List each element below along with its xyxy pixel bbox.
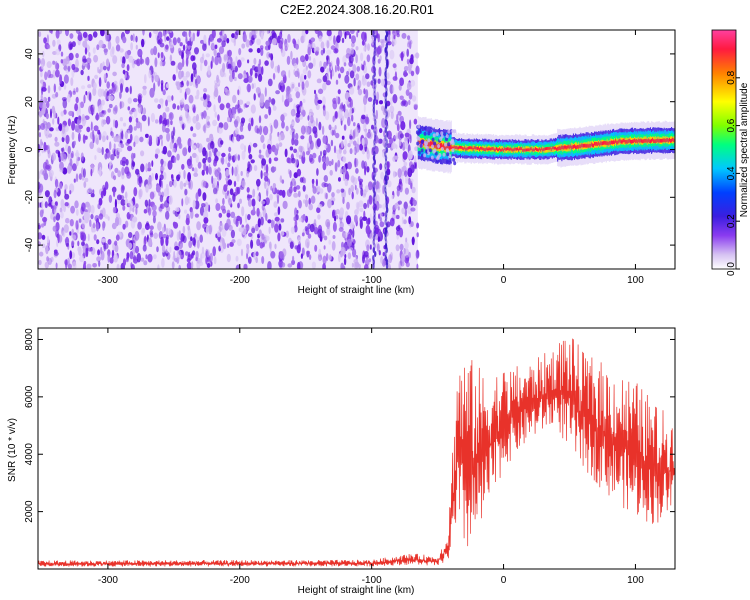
chart-title: C2E2.2024.308.16.20.R01 (280, 2, 434, 17)
colorbar: 0.0 0.2 0.4 0.6 0.8 Normalized spectral ampl… (711, 29, 750, 276)
colorbar-ticks: 0.0 0.2 0.4 0.6 0.8 (726, 70, 740, 276)
spectrogram-x-tick-label: -200 (230, 275, 250, 286)
spectrogram-x-tick-label: -300 (98, 275, 118, 286)
spectrogram-y-ticks: -40 -20 0 20 40 (24, 48, 675, 252)
spectrogram-ridge (415, 116, 675, 174)
spectrogram-y-tick-label: -20 (24, 190, 35, 205)
snr-x-tick-label: -100 (362, 575, 382, 586)
spectrogram-y-tick-label: 40 (24, 48, 35, 60)
spectrogram-y-tick-label: 20 (24, 96, 35, 108)
snr-y-tick-label: 2000 (24, 500, 35, 523)
snr-x-tick-label: -300 (98, 575, 118, 586)
spectrogram-y-axis-label: Frequency (Hz) (7, 116, 18, 185)
spectrogram-x-tick-label: -100 (362, 275, 382, 286)
spectrogram-x-tick-label: 0 (501, 275, 507, 286)
snr-x-tick-label: -200 (230, 575, 250, 586)
colorbar-tick-label: 0.4 (726, 166, 737, 180)
snr-y-ticks: 2000 4000 6000 8000 (24, 328, 675, 523)
snr-x-axis-label: Height of straight line (km) (298, 585, 415, 596)
snr-x-ticks: -300 -200 -100 0 100 (98, 328, 644, 586)
spectrogram-y-tick-label: 0 (24, 146, 35, 152)
snr-series-line (38, 338, 675, 567)
spectrogram-y-tick-label: -40 (24, 237, 35, 252)
colorbar-tick-label: 0.8 (726, 70, 737, 84)
colorbar-tick-label: 0.6 (726, 118, 737, 132)
colorbar-label: Normalized spectral amplitude (739, 82, 750, 217)
snr-y-tick-label: 8000 (24, 328, 35, 351)
snr-x-tick-label: 0 (501, 575, 507, 586)
colorbar-tick-label: 0.2 (726, 214, 737, 228)
spectrogram-x-ticks: -300 -200 -100 0 100 (98, 30, 644, 286)
colorbar-tick-label: 0.0 (726, 262, 737, 276)
snr-panel: -300 -200 -100 0 100 2000 4000 6000 8000 Height… (7, 327, 676, 596)
snr-x-tick-label: 100 (627, 575, 644, 586)
spectrogram-noise-field (38, 30, 420, 269)
spectrogram-x-tick-label: 100 (627, 275, 644, 286)
snr-y-tick-label: 4000 (24, 443, 35, 466)
snr-y-tick-label: 6000 (24, 385, 35, 408)
spectrogram-plot-area (38, 30, 675, 269)
snr-frame (37, 327, 676, 570)
colorbar-gradient (711, 29, 737, 270)
snr-y-axis-label: SNR (10 * v/v) (7, 418, 18, 482)
spectrogram-x-axis-label: Height of straight line (km) (298, 285, 415, 296)
